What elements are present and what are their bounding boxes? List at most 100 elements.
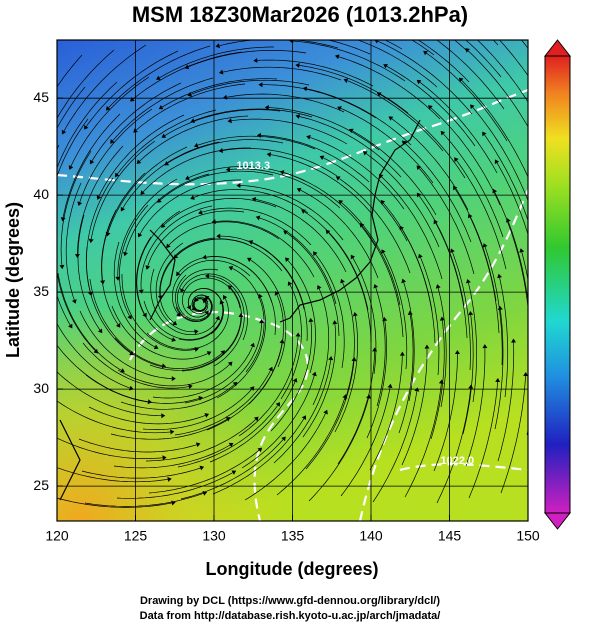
flow-arrow [247,257,252,263]
flow-arrow [218,69,224,75]
streamline [57,49,115,120]
flow-arrow [176,271,181,277]
streamline [461,80,528,178]
flow-arrow [204,310,209,316]
streamline [372,391,418,503]
streamline [283,172,376,247]
flow-arrow [465,278,471,284]
streamline [181,287,242,372]
streamline [89,278,163,367]
flow-arrow [383,64,388,69]
flow-arrow [202,254,207,260]
streamline [494,192,528,308]
streamline [433,354,458,472]
flow-arrow [319,155,325,161]
streamline [110,418,228,440]
streamline [82,342,189,389]
flow-arrow [204,413,210,418]
flow-arrow [399,351,405,356]
flow-arrow [161,413,166,419]
flow-arrow [401,278,407,284]
flow-arrow [137,232,143,238]
flow-arrow [199,465,205,471]
flow-arrow [88,238,94,244]
streamline [226,93,345,113]
streamline [132,51,243,100]
streamline [338,178,411,274]
streamline [209,275,245,367]
flow-arrow [285,257,290,262]
streamline [398,314,414,434]
streamline [77,214,101,331]
streamline [122,141,220,209]
streamline [139,179,241,235]
flow-arrow [188,384,193,390]
streamline [338,56,441,120]
streamline [252,242,308,342]
x-tick-label: 135 [281,528,305,544]
streamline [499,277,509,398]
flow-arrow [68,165,74,170]
flow-arrow [399,225,404,231]
flow-arrow [114,172,120,178]
x-tick-label: 125 [124,528,148,544]
streamline [465,348,486,467]
streamline [23,113,56,227]
x-tick-label: 140 [359,528,383,544]
flow-arrow [423,50,428,56]
flow-arrow [416,79,422,85]
flow-arrow [140,190,145,195]
flow-arrow [251,196,257,202]
flow-arrow [258,82,263,88]
flow-arrow [228,442,234,448]
streamline [60,150,92,266]
flow-arrow [43,229,48,233]
flow-arrow [264,105,269,110]
contour-label: 1022.0 [441,455,475,467]
flow-arrow [105,105,111,111]
flow-arrow [171,376,176,382]
streamline [216,297,266,399]
flow-arrow [136,159,142,164]
flow-arrow [185,175,190,180]
streamline [259,217,337,305]
flow-arrow [198,396,203,401]
streamline [435,222,468,339]
streamline [305,360,355,470]
y-tick-label: 25 [33,477,49,493]
streamline [175,294,213,323]
streamline [328,232,372,343]
flow-arrow [142,312,147,318]
streamline [497,342,515,462]
streamline [98,114,185,197]
streamline [167,139,284,164]
flow-arrow [238,312,244,317]
streamline [209,381,296,463]
flow-arrow [190,118,196,123]
flow-arrow [453,185,458,191]
x-tick-label: 145 [438,528,462,544]
streamline [114,337,223,369]
streamline [85,374,200,404]
streamline [340,108,434,184]
flow-arrow [120,368,125,373]
streamline [499,40,528,77]
streamline [174,370,271,436]
flow-arrow [145,265,151,270]
streamline [57,294,71,326]
y-tick-label: 40 [33,186,49,202]
flow-arrow [338,200,344,205]
flow-arrow [287,281,293,287]
flow-arrow [156,75,161,80]
streamline [215,220,315,278]
streamline [323,157,408,242]
flow-arrow [450,248,455,254]
streamline [420,257,440,376]
flow-arrow [470,104,475,110]
flow-arrow [162,455,167,461]
flow-arrow [96,195,102,200]
streamline [135,83,246,131]
flow-arrow [468,310,474,316]
streamline [57,371,162,417]
streamline [452,252,471,371]
